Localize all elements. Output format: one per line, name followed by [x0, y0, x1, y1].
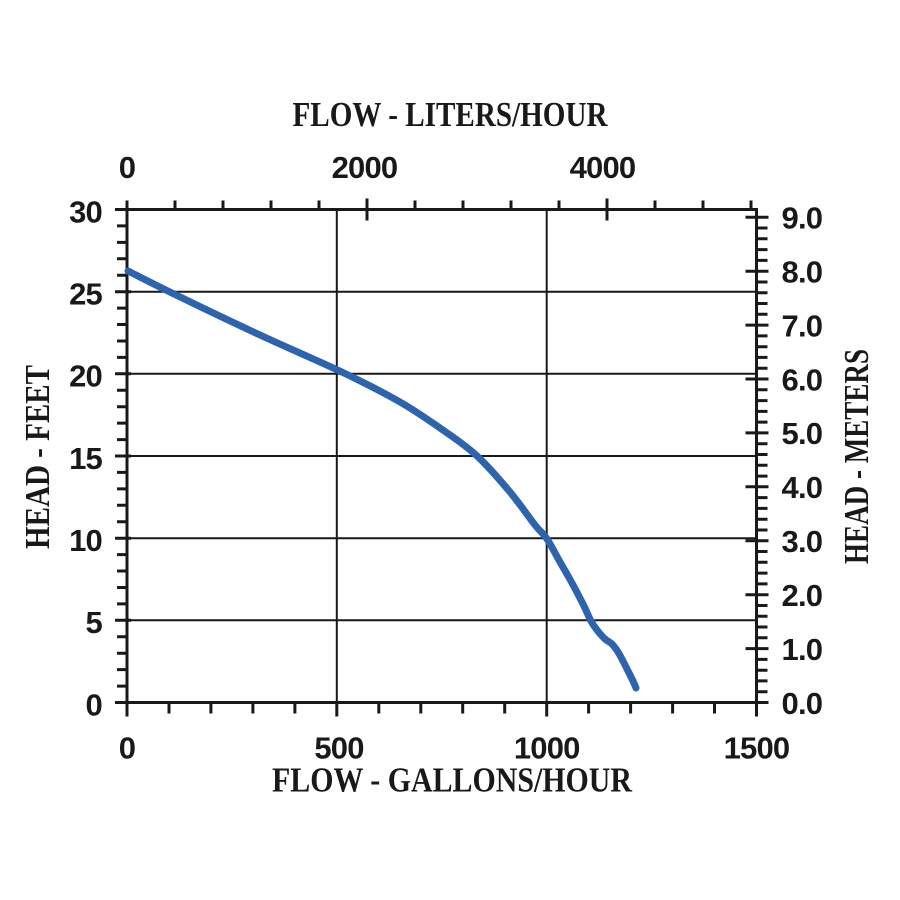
- svg-text:FLOW - LITERS/HOUR: FLOW - LITERS/HOUR: [293, 95, 609, 134]
- svg-text:HEAD - FEET: HEAD - FEET: [18, 365, 57, 549]
- svg-text:1500: 1500: [724, 730, 790, 765]
- svg-text:7.0: 7.0: [782, 308, 823, 343]
- svg-text:0.0: 0.0: [782, 686, 823, 721]
- svg-text:HEAD - METERS: HEAD - METERS: [837, 349, 876, 564]
- svg-text:2000: 2000: [332, 150, 398, 185]
- svg-text:0: 0: [86, 687, 102, 722]
- svg-text:1.0: 1.0: [782, 632, 823, 667]
- svg-text:5: 5: [86, 605, 103, 640]
- svg-text:8.0: 8.0: [782, 255, 823, 290]
- svg-text:1000: 1000: [514, 730, 580, 765]
- svg-text:10: 10: [69, 523, 102, 558]
- svg-text:3.0: 3.0: [782, 524, 823, 559]
- svg-text:25: 25: [69, 277, 102, 312]
- svg-text:30: 30: [69, 194, 102, 229]
- svg-text:0: 0: [119, 150, 135, 185]
- svg-text:9.0: 9.0: [782, 201, 823, 236]
- svg-text:20: 20: [69, 359, 102, 394]
- svg-text:500: 500: [314, 730, 363, 765]
- svg-text:15: 15: [69, 441, 102, 476]
- svg-text:2.0: 2.0: [782, 578, 823, 613]
- svg-text:5.0: 5.0: [782, 416, 823, 451]
- svg-text:4000: 4000: [570, 150, 636, 185]
- svg-text:6.0: 6.0: [782, 362, 823, 397]
- svg-text:FLOW - GALLONS/HOUR: FLOW - GALLONS/HOUR: [272, 761, 633, 800]
- svg-text:0: 0: [119, 730, 135, 765]
- svg-text:4.0: 4.0: [782, 470, 823, 505]
